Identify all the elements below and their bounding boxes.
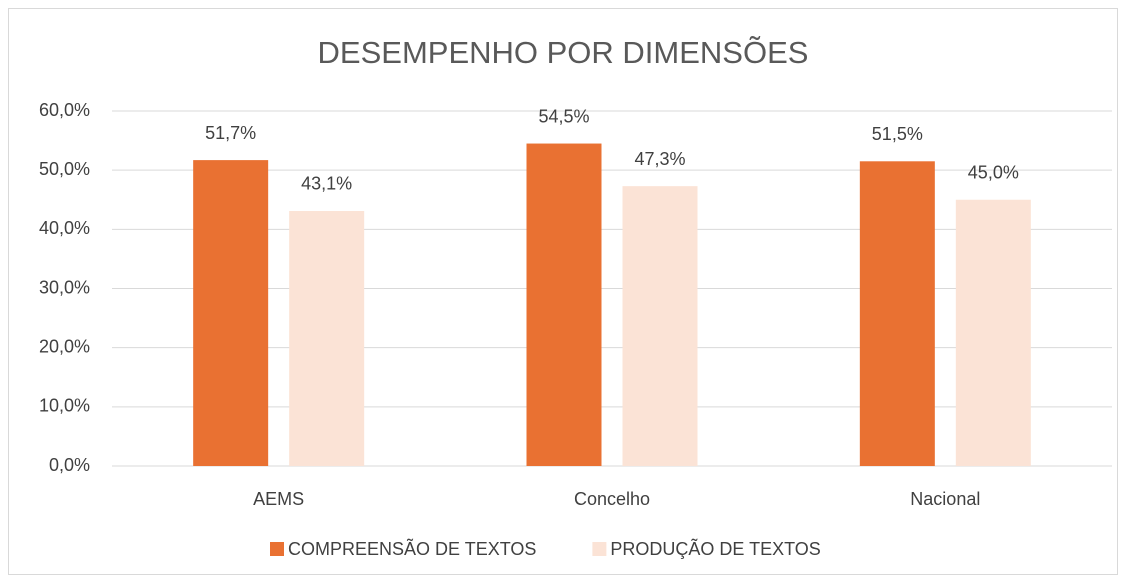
value-label: 43,1% <box>301 174 352 194</box>
value-label: 45,0% <box>968 163 1019 183</box>
value-label: 54,5% <box>538 106 589 126</box>
bar <box>955 199 1031 466</box>
bar <box>193 160 269 466</box>
legend-label: PRODUÇÃO DE TEXTOS <box>610 538 820 559</box>
bar <box>526 143 602 466</box>
bar <box>859 161 935 466</box>
value-label: 51,5% <box>872 124 923 144</box>
x-tick-label: Nacional <box>910 489 980 509</box>
y-tick-label: 40,0% <box>39 218 90 238</box>
bar <box>622 186 698 466</box>
y-tick-label: 10,0% <box>39 396 90 416</box>
legend-label: COMPREENSÃO DE TEXTOS <box>288 538 536 559</box>
y-tick-label: 20,0% <box>39 336 90 356</box>
y-tick-label: 0,0% <box>49 455 90 475</box>
legend-swatch <box>592 542 607 556</box>
value-label: 51,7% <box>205 123 256 143</box>
value-label: 47,3% <box>634 149 685 169</box>
x-tick-label: Concelho <box>574 489 650 509</box>
y-tick-label: 30,0% <box>39 277 90 297</box>
legend-swatch <box>270 542 284 556</box>
x-tick-label: AEMS <box>253 489 304 509</box>
y-tick-label: 60,0% <box>39 100 90 120</box>
chart-title: DESEMPENHO POR DIMENSÕES <box>318 35 809 70</box>
bar <box>289 210 365 466</box>
y-tick-label: 50,0% <box>39 159 90 179</box>
